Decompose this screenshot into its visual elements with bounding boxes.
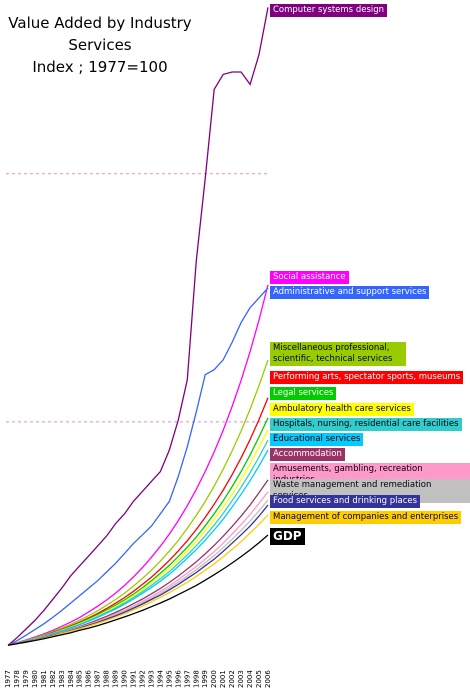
legend-entry: Educational services <box>270 433 364 446</box>
x-tick-label: 1998 <box>192 670 200 688</box>
x-tick-label: 1994 <box>156 670 164 688</box>
x-tick-label: 2005 <box>255 670 263 688</box>
legend-entry: Legal services <box>270 387 337 400</box>
legend-entry: Hospitals, nursing, residential care fac… <box>270 418 462 431</box>
legend-entry: Social assistance <box>270 271 349 284</box>
x-tick-label: 1982 <box>49 670 57 688</box>
series-line <box>7 417 269 646</box>
x-tick-label: 2001 <box>219 670 227 688</box>
legend-entry: Miscellaneous professional, scientific, … <box>270 342 406 366</box>
series-line <box>7 504 269 646</box>
x-tick-label: 1986 <box>85 670 93 688</box>
x-tick-label: 1984 <box>67 670 75 688</box>
x-tick-label: 1979 <box>22 670 30 688</box>
x-tick-label: 1983 <box>58 670 66 688</box>
series-line <box>7 514 269 646</box>
legend-entry: Administrative and support services <box>270 286 430 299</box>
x-tick-label: 1997 <box>183 670 191 688</box>
x-tick-label: 1978 <box>13 670 21 688</box>
legend-entry: Accommodation <box>270 448 345 461</box>
series-line <box>7 7 269 646</box>
series-line <box>7 534 269 646</box>
x-tick-label: 1981 <box>40 670 48 688</box>
legend-entry: GDP <box>270 528 305 545</box>
x-tick-label: 2006 <box>264 670 272 688</box>
x-tick-label: 2004 <box>246 670 254 688</box>
legend-entry: Ambulatory health care services <box>270 403 414 416</box>
x-tick-label: 1977 <box>4 670 12 688</box>
series-line <box>7 359 269 646</box>
chart-title: Value Added by Industry Services <box>8 14 192 54</box>
x-tick-label: 1996 <box>174 670 182 688</box>
x-tick-label: 1980 <box>31 670 39 688</box>
x-tick-label: 1992 <box>138 670 146 688</box>
legend-entry: Management of companies and enterprises <box>270 511 462 524</box>
x-tick-label: 2000 <box>210 670 218 688</box>
x-tick-label: 1993 <box>147 670 155 688</box>
x-tick-label: 1991 <box>130 670 138 688</box>
legend-entry: Computer systems design <box>270 4 388 17</box>
x-tick-label: 1999 <box>201 670 209 688</box>
x-tick-label: 1990 <box>121 670 129 688</box>
series-line <box>7 287 269 646</box>
legend-entry: Food services and drinking places <box>270 495 421 508</box>
x-tick-label: 1987 <box>94 670 102 688</box>
x-tick-label: 1995 <box>165 670 173 688</box>
series-line <box>7 284 269 646</box>
title-block: Value Added by Industry Services Index ;… <box>0 12 200 78</box>
x-tick-label: 2003 <box>237 670 245 688</box>
x-tick-label: 1989 <box>112 670 120 688</box>
x-tick-label: 1985 <box>76 670 84 688</box>
series-line <box>7 449 269 646</box>
x-tick-label: 2002 <box>228 670 236 688</box>
legend-entry: Performing arts, spectator sports, museu… <box>270 371 464 384</box>
chart-subtitle: Index ; 1977=100 <box>32 58 168 76</box>
x-tick-label: 1988 <box>103 670 111 688</box>
